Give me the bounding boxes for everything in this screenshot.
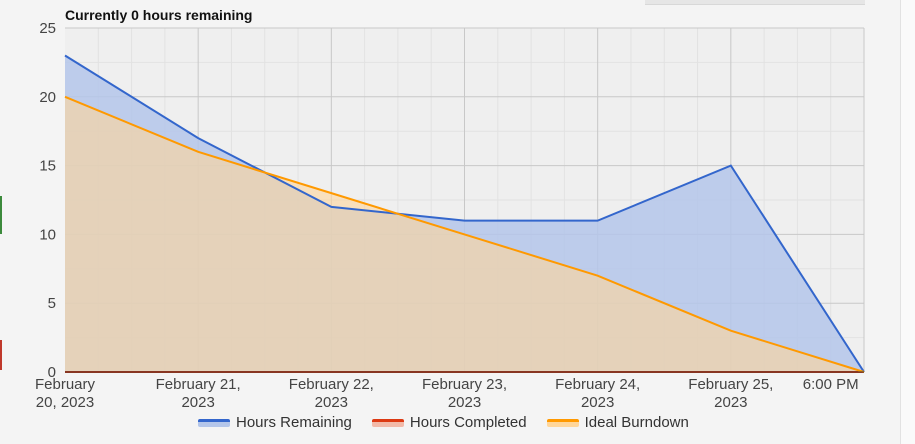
y-tick-label: 0 <box>48 364 56 381</box>
legend-item-hours-completed[interactable]: Hours Completed <box>371 414 527 431</box>
y-tick-label: 10 <box>39 226 56 243</box>
legend-label-hours-completed: Hours Completed <box>409 414 527 431</box>
chart-title: Currently 0 hours remaining <box>65 7 253 23</box>
y-tick-label: 5 <box>48 295 56 312</box>
x-tick-label: February 23, 2023 <box>422 376 507 411</box>
left-accent-red <box>0 340 2 370</box>
right-edge <box>900 0 915 444</box>
legend-swatch-hours-remaining <box>198 418 230 427</box>
x-tick-label: February 22, 2023 <box>289 376 374 411</box>
x-tick-label: February 20, 2023 <box>35 376 96 411</box>
y-tick-label: 15 <box>39 158 56 175</box>
series-line <box>64 95 865 373</box>
legend-item-ideal-burndown[interactable]: Ideal Burndown <box>546 414 689 431</box>
legend-label-ideal-burndown: Ideal Burndown <box>584 414 689 431</box>
legend-swatch-hours-completed <box>371 418 404 427</box>
y-tick-label: 20 <box>39 89 56 106</box>
left-accent-green <box>0 196 2 234</box>
x-tick-label: 6:00 PM <box>803 376 859 393</box>
series-line <box>64 54 865 373</box>
chart-legend: Hours Remaining Hours Completed Ideal Bu… <box>198 414 689 431</box>
x-tick-label: February 25, 2023 <box>688 376 773 411</box>
x-tick-label: February 21, 2023 <box>156 376 241 411</box>
y-tick-label: 25 <box>39 20 56 37</box>
legend-swatch-ideal-burndown <box>546 418 579 427</box>
legend-item-hours-remaining[interactable]: Hours Remaining <box>198 414 352 431</box>
x-tick-label: February 24, 2023 <box>555 376 640 411</box>
top-strip <box>645 0 865 5</box>
legend-label-hours-remaining: Hours Remaining <box>236 414 352 431</box>
